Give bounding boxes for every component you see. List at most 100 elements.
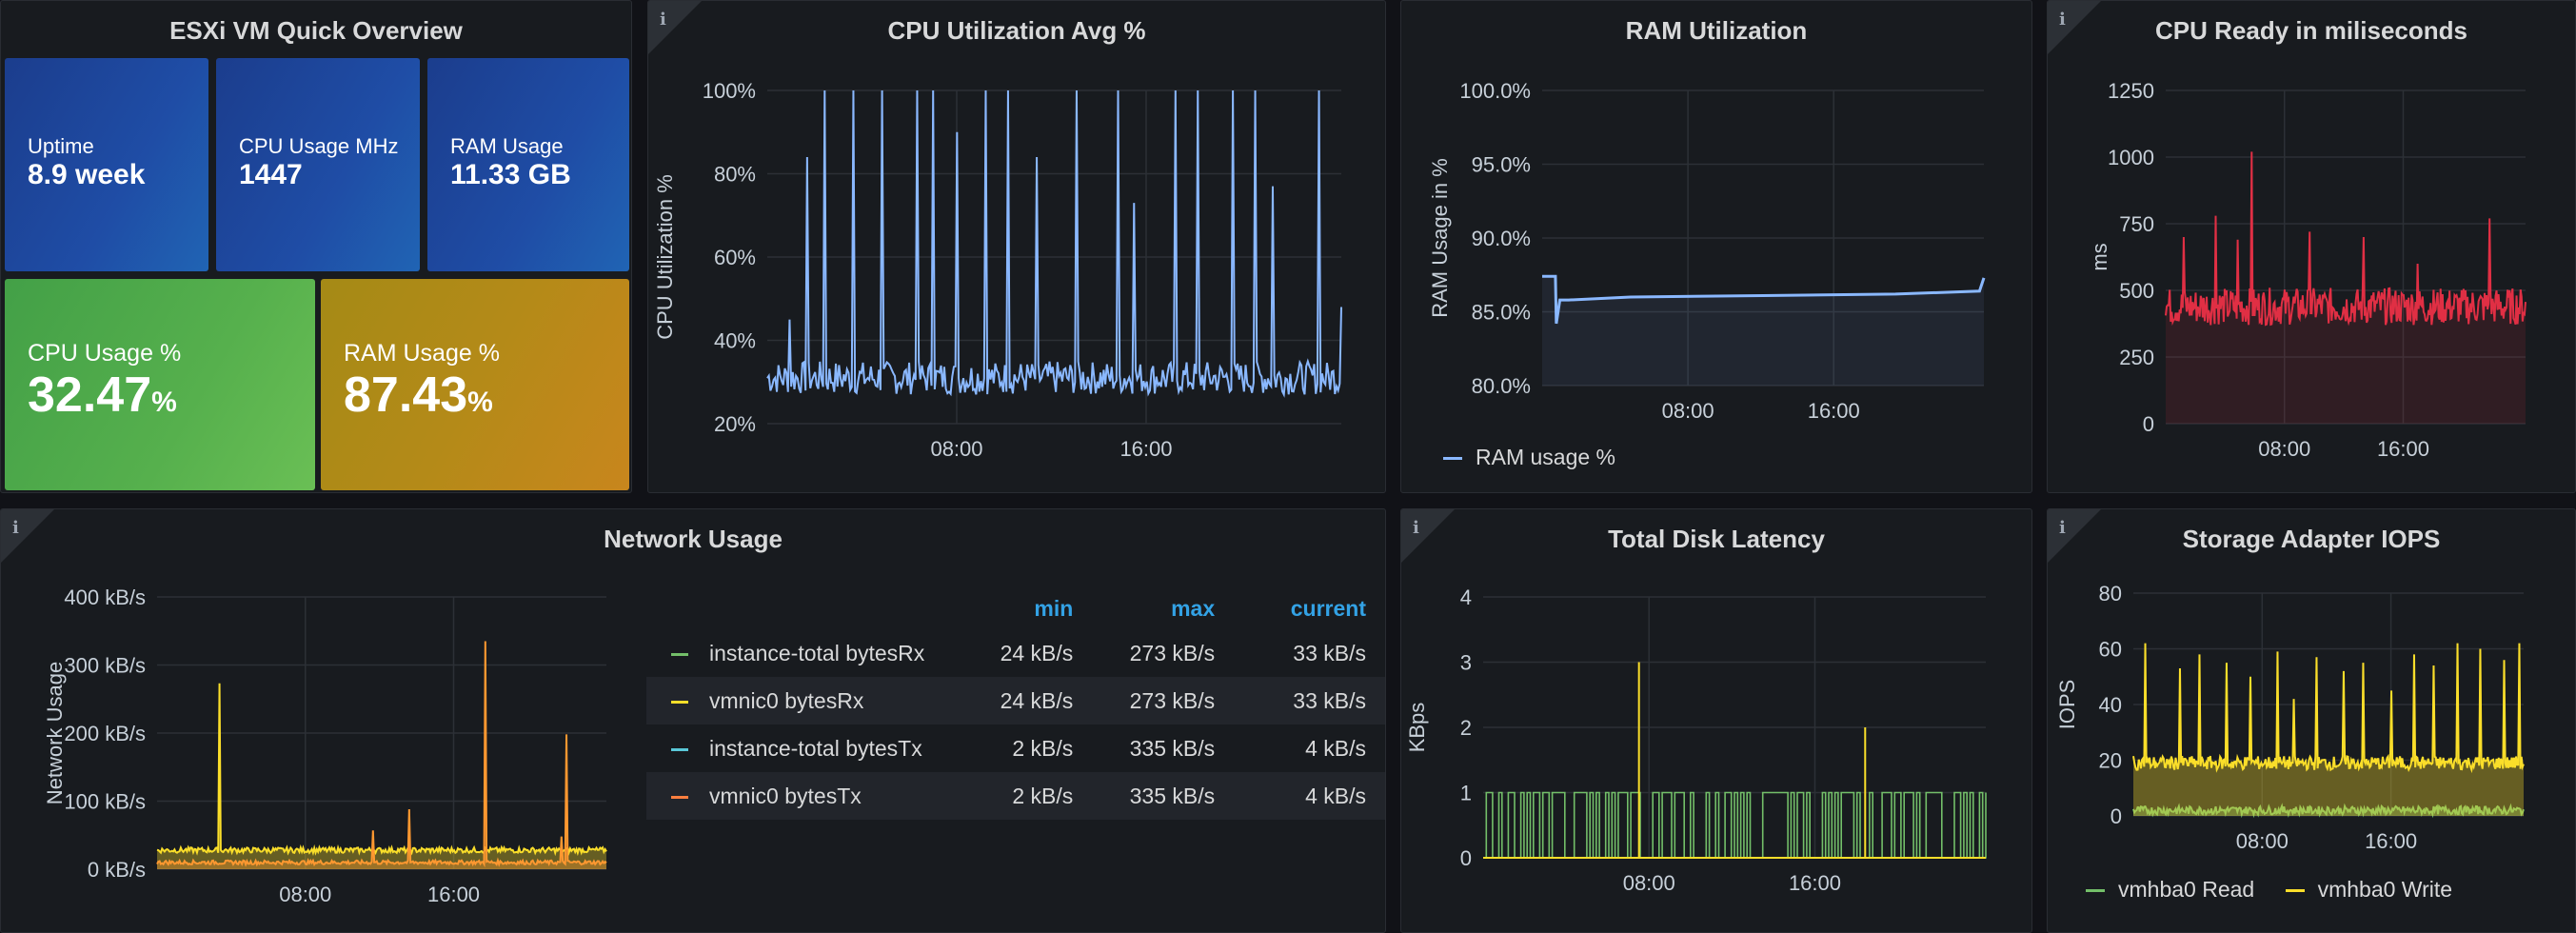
y-tick-label: 20% [714,412,756,436]
series-line [156,641,607,868]
cpu-mhz-stat[interactable]: CPU Usage MHz 1447 [216,58,420,271]
series-area [157,683,606,869]
network-panel-title: Network Usage [604,525,783,553]
overview-panel: ESXi VM Quick Overview Uptime 8.9 week C… [0,0,632,493]
iops-chart[interactable]: 0 20 40 60 80 08:00 16:00 IOPS [2048,566,2575,881]
ram-utilization-panel[interactable]: RAM Utilization 80.0% 85.0% 90.0% 95.0% 100.… [1400,0,2032,493]
y-tick-label: 3 [1460,651,1472,675]
network-chart[interactable]: 0 kB/s 100 kB/s 200 kB/s 300 kB/s 400 kB/s 08… [1,566,639,933]
legend-row[interactable]: instance-total bytesRx 24 kB/s 273 kB/s … [646,629,1385,677]
ram-legend[interactable]: RAM usage % [1443,445,1615,470]
info-corner [1401,509,1455,563]
x-tick-label: 16:00 [2377,437,2429,458]
x-tick-label: 16:00 [1789,871,1841,895]
legend-series-name: vmnic0 bytesTx [709,783,862,808]
x-tick-label: 08:00 [1623,871,1675,895]
series-line [2132,643,2525,774]
legend-max: 335 kB/s [1073,772,1216,820]
series-line [156,683,607,857]
y-tick-label: 100 kB/s [64,790,146,814]
overview-title: ESXi VM Quick Overview [169,16,463,45]
y-tick-label: 200 kB/s [64,722,146,745]
series-line [2132,803,2525,819]
legend-row[interactable]: vmnic0 bytesTx 2 kB/s 335 kB/s 4 kB/s [646,772,1385,820]
y-tick-label: 80 [2099,582,2122,605]
y-tick-label: 750 [2119,212,2154,236]
y-tick-label: 20 [2099,749,2122,773]
legend-swatch [671,795,688,799]
iops-legend[interactable]: vmhba0 Read vmhba0 Write [2086,877,2452,903]
y-tick-label: 100% [703,79,756,103]
cpu-percent-stat[interactable]: CPU Usage % 32.47% [5,279,315,490]
disk-latency-panel[interactable]: i Total Disk Latency 0 1 2 3 4 08:00 16:00 KBps [1400,508,2032,933]
y-axis-label: ms [2088,243,2111,270]
legend-max: 273 kB/s [1073,677,1216,725]
cpu-percent-label: CPU Usage % [28,340,182,367]
info-icon[interactable]: i [12,518,19,538]
x-tick-label: 08:00 [2236,829,2289,853]
y-tick-label: 40% [714,329,756,353]
info-icon[interactable]: i [660,10,666,30]
storage-iops-panel[interactable]: i Storage Adapter IOPS 0 20 40 60 80 08:00 16:… [2047,508,2576,933]
y-tick-label: 1000 [2108,146,2154,169]
ram-usage-label: RAM Usage [450,134,564,158]
disk-panel-title: Total Disk Latency [1608,525,1825,553]
y-tick-label: 0 [2110,804,2122,828]
uptime-label: Uptime [28,134,94,158]
series-area [1542,276,1984,386]
ram-percent-stat[interactable]: RAM Usage % 87.43% [321,279,629,490]
legend-name-cell: vmnic0 bytesTx [646,772,951,820]
y-tick-label: 400 kB/s [64,586,146,609]
uptime-stat[interactable]: Uptime 8.9 week [5,58,208,271]
x-tick-label: 08:00 [279,883,331,906]
y-tick-label: 4 [1460,586,1472,609]
info-icon[interactable]: i [2059,10,2066,30]
cpu-ready-chart[interactable]: 0 250 500 750 1000 1250 08:00 16:00 ms [2048,58,2575,458]
y-axis-label: RAM Usage in % [1428,158,1452,318]
ram-percent-value-wrap: 87.43% [344,367,493,424]
legend-row[interactable]: instance-total bytesTx 2 kB/s 335 kB/s 4… [646,725,1385,772]
y-tick-label: 85.0% [1472,301,1531,325]
cpu-ready-panel[interactable]: i CPU Ready in miliseconds 0 250 500 750 100… [2047,0,2576,493]
uptime-value: 8.9 week [28,159,146,190]
legend-header-min[interactable]: min [1034,595,1074,621]
y-axis-label: KBps [1405,703,1429,753]
cpu-percent-value: 32.47 [28,367,152,423]
info-icon[interactable]: i [2059,518,2066,538]
legend-header-current[interactable]: current [1290,595,1366,621]
y-tick-label: 300 kB/s [64,654,146,678]
iops-legend-read: vmhba0 Read [2118,877,2255,902]
cpu-mhz-label: CPU Usage MHz [239,134,399,158]
info-icon[interactable]: i [1413,518,1419,538]
legend-min: 24 kB/s [950,677,1074,725]
cpu-chart[interactable]: 20% 40% 60% 80% 100% 08:00 16:00 CPU Utilizatio… [648,58,1385,458]
network-legend-table: min max current instance-total bytesRx 2… [646,587,1385,820]
x-tick-label: 08:00 [930,437,982,458]
legend-swatch [671,747,688,751]
legend-current: 33 kB/s [1215,677,1385,725]
series-area [157,641,606,869]
cpu-percent-unit: % [151,387,177,418]
ram-chart[interactable]: 80.0% 85.0% 90.0% 95.0% 100.0% 08:00 16:00 RAM … [1401,58,2031,420]
legend-row[interactable]: vmnic0 bytesRx 24 kB/s 273 kB/s 33 kB/s [646,677,1385,725]
y-tick-label: 60% [714,246,756,269]
info-corner [1,509,54,563]
iops-legend-read-swatch [2086,889,2105,893]
legend-swatch [671,700,688,704]
cpu-mhz-value: 1447 [239,159,303,190]
network-usage-panel[interactable]: i Network Usage 0 kB/s 100 kB/s 200 kB/s 30… [0,508,1386,933]
ram-percent-unit: % [467,387,493,418]
legend-name-cell: instance-total bytesRx [646,629,950,677]
legend-current: 4 kB/s [1305,735,1366,761]
y-tick-label: 0 [2143,412,2154,436]
disk-latency-chart[interactable]: 0 1 2 3 4 08:00 16:00 KBps [1401,566,2031,933]
ram-usage-stat[interactable]: RAM Usage 11.33 GB [427,58,629,271]
x-tick-label: 16:00 [1808,399,1860,420]
cpu-utilization-panel[interactable]: i CPU Utilization Avg % 20% 40% 60% 80% 100%… [647,0,1386,493]
series-line [1483,791,1987,859]
legend-header-max[interactable]: max [1171,595,1216,621]
y-tick-label: 100.0% [1459,79,1531,103]
x-tick-label: 08:00 [2258,437,2310,458]
legend-name-cell: instance-total bytesTx [646,725,950,772]
ram-legend-swatch [1443,457,1462,461]
